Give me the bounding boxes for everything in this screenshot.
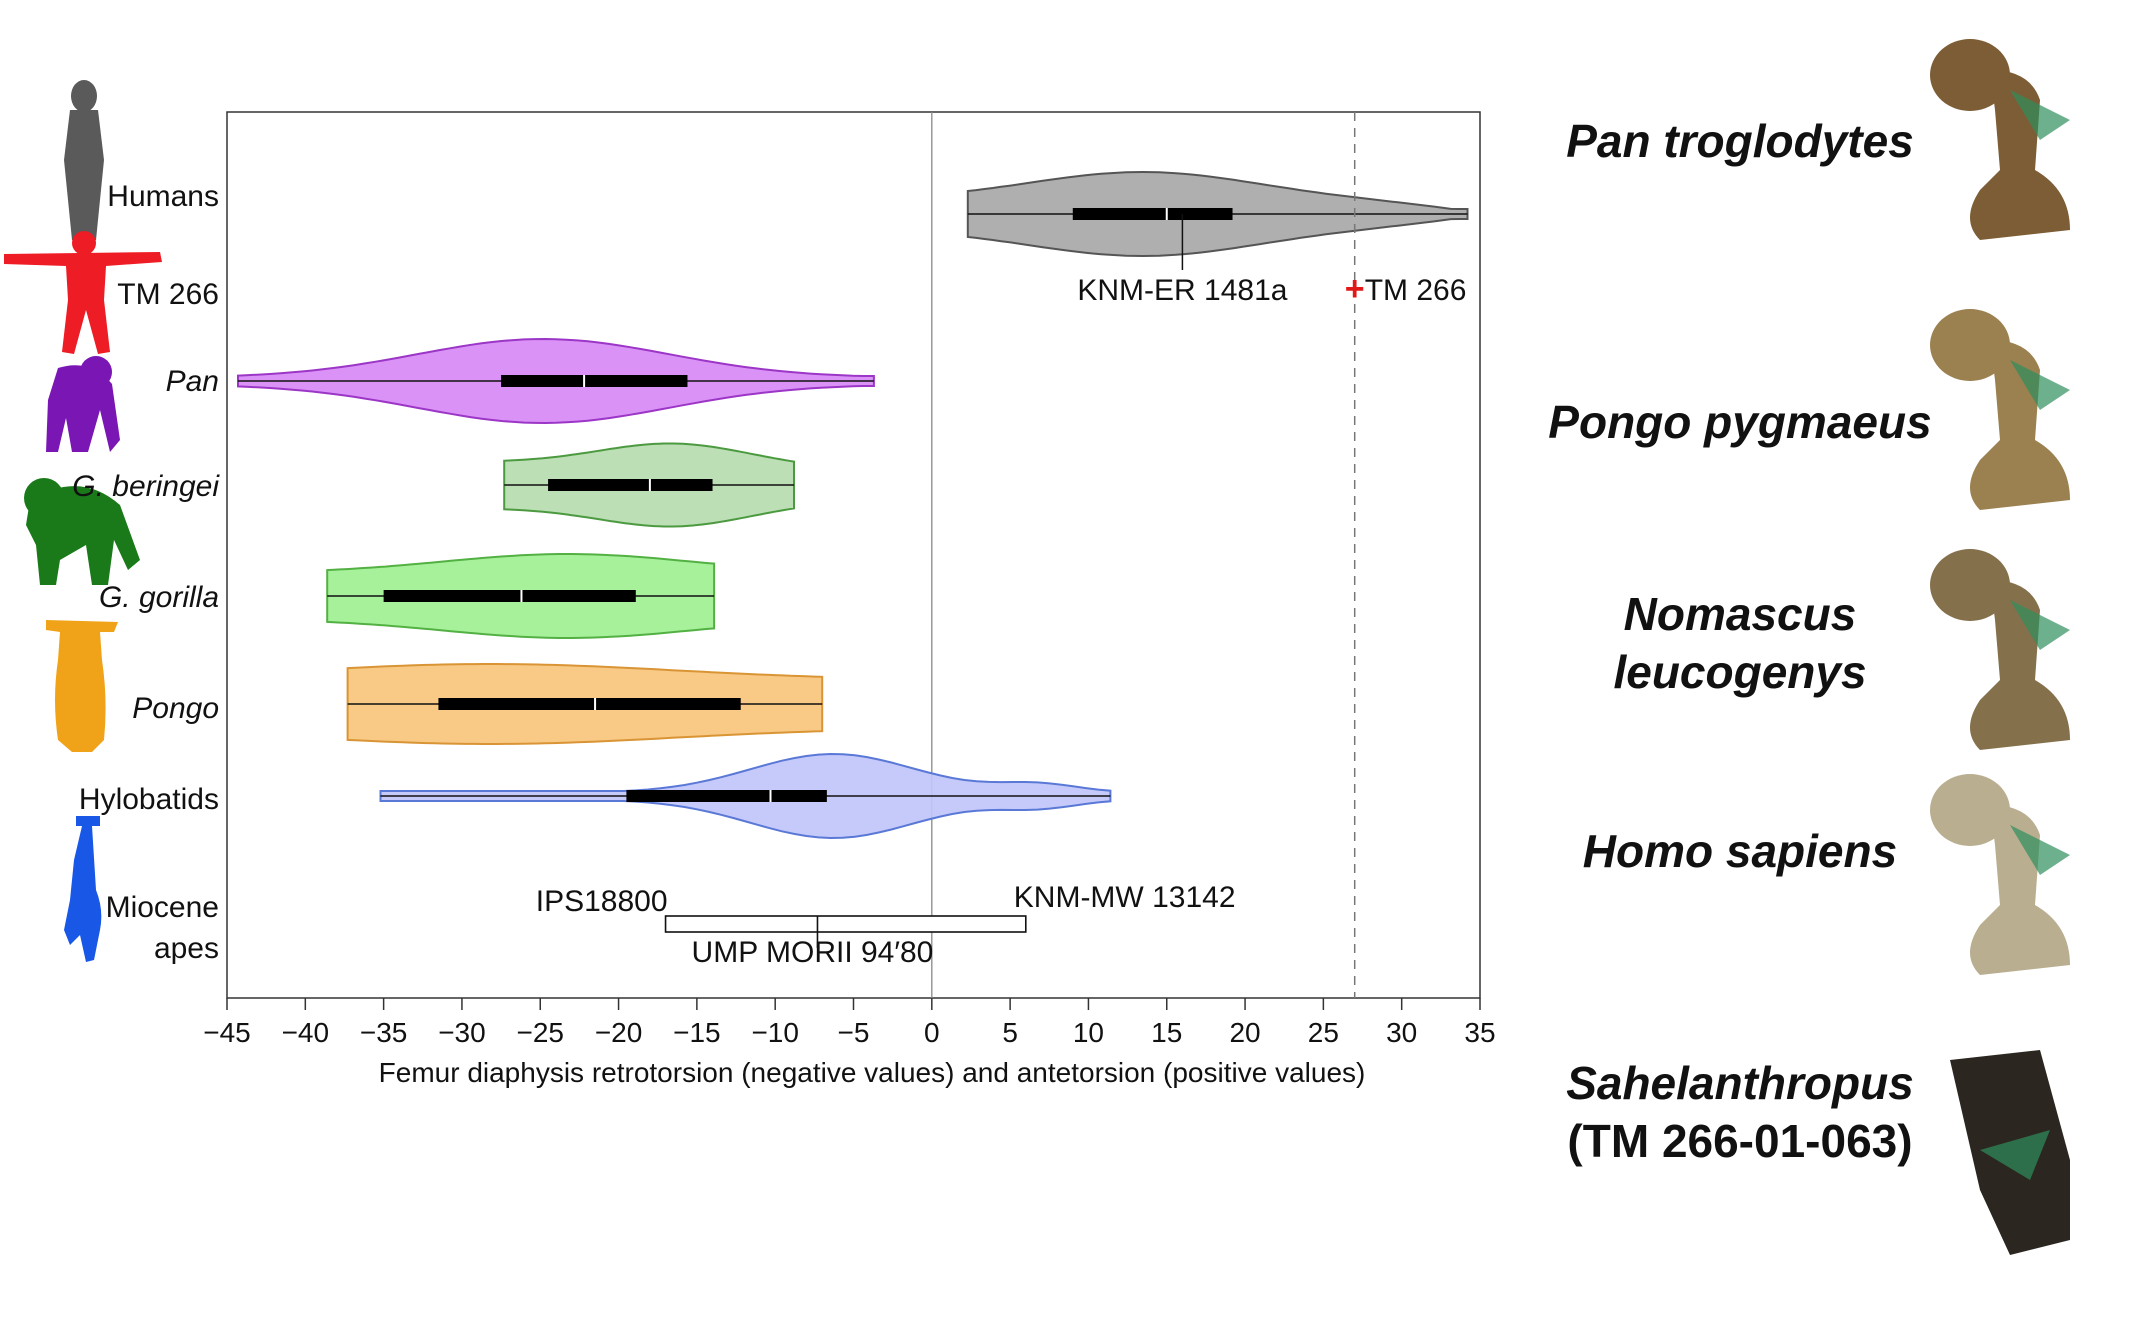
species-label-line: leucogenys [1613,646,1867,698]
row-label: Pan [166,365,219,398]
species-label-line: Pongo pygmaeus [1548,396,1932,448]
femoral-head [1930,309,2010,381]
row-label: Miocene [106,891,219,924]
row-label: Humans [107,180,219,213]
femur-shaft [1970,580,2070,750]
femoral-head [1930,39,2010,111]
x-tick-label: −5 [838,1017,870,1048]
species-label: Pan troglodytes [1480,112,2000,170]
x-tick-label: −45 [203,1017,251,1048]
knm-mw-label: KNM-MW 13142 [1014,881,1236,914]
iqr-box [383,590,636,602]
x-tick-label: −15 [673,1017,721,1048]
violin-pan [237,337,875,425]
x-tick-label: 5 [1002,1017,1018,1048]
x-tick-label: 25 [1308,1017,1339,1048]
hylobatid-silhouette-icon [64,816,102,962]
silhouette-column [4,80,162,962]
iqr-box [1072,208,1233,220]
measurement-plane [2010,360,2070,410]
femur-bone-image [1930,774,2070,975]
row-label: Hylobatids [79,783,219,816]
femoral-head [1930,549,2010,621]
tm266-point-label: TM 266 [1365,274,1467,307]
iqr-box [626,790,827,802]
femur-shaft [1970,70,2070,240]
species-label: Homo sapiens [1480,822,2000,880]
pan-silhouette-icon [46,356,120,452]
species-label-line: Nomascus [1623,588,1857,640]
femur-bone-image [1930,309,2070,510]
x-tick-label: 15 [1151,1017,1182,1048]
row-label: apes [154,932,219,965]
row-label: G. beringei [72,470,220,503]
row-label: G. gorilla [99,581,219,614]
violin-hylobatids [379,752,1112,840]
species-label-line: (TM 266-01-063) [1567,1115,1913,1167]
x-axis: −45 −40 −35 −30 −25 −20 −15 −10 −5 0 5 10 15 20 25 30 35… [203,998,1496,1088]
x-tick-label: 35 [1464,1017,1495,1048]
tm266-marker: + [1345,270,1365,308]
annotations-layer: KNM-ER 1481a + TM 266 IPS18800 KNM-MW 13142 U… [536,112,1467,998]
x-tick-label: −30 [438,1017,486,1048]
iqr-box [501,375,688,387]
measurement-plane [2010,600,2070,650]
x-tick-label: −25 [517,1017,565,1048]
femur-shaft [1970,805,2070,975]
femoral-head [1930,774,2010,846]
x-tick-label: 20 [1229,1017,1260,1048]
femur-bone-image [1930,549,2070,750]
ump-morii-label: UMP MORII 94′80 [692,936,934,969]
plot-frame [226,111,1481,999]
x-tick-label: −40 [282,1017,330,1048]
violin-g-gorilla [326,553,716,639]
measurement-plane [1980,1130,2050,1180]
miocene-range-bar [664,915,1027,933]
violin-humans [966,170,1469,258]
x-tick-label: 0 [924,1017,940,1048]
tm266-silhouette-icon [4,231,162,354]
x-tick-label: −10 [751,1017,799,1048]
row-labels: Humans TM 266 Pan G. beringei G. gorilla Pong… [72,180,220,965]
species-label-line: Homo sapiens [1582,825,1898,877]
measurement-plane [2010,90,2070,140]
row-label: TM 266 [117,278,219,311]
ips18800-label: IPS18800 [536,885,668,918]
violins-layer [237,170,1469,840]
measurement-plane [2010,825,2070,875]
species-label: Pongo pygmaeus [1480,393,2000,451]
knm-er-label: KNM-ER 1481a [1077,274,1287,307]
species-label: Nomascus leucogenys [1480,585,2000,701]
x-tick-label: 30 [1386,1017,1417,1048]
violin-g-beringei [503,442,795,528]
species-label-line: Sahelanthropus [1566,1057,1914,1109]
plot-border [226,111,1481,999]
x-tick-label: −20 [595,1017,643,1048]
femur-shaft [1970,340,2070,510]
femur-bone-image [1950,1050,2070,1255]
iqr-box [438,698,741,710]
human-silhouette-icon [64,80,104,242]
row-label: Pongo [132,692,219,725]
iqr-box [548,479,713,491]
x-tick-label: 10 [1073,1017,1104,1048]
gorilla-silhouette-icon [24,478,140,585]
femur-bone-image [1930,39,2070,240]
x-axis-title: Femur diaphysis retrotorsion (negative v… [379,1057,1366,1088]
species-label-line: Pan troglodytes [1566,115,1914,167]
x-tick-label: −35 [360,1017,408,1048]
violin-pongo [346,663,824,745]
species-label: Sahelanthropus (TM 266-01-063) [1480,1054,2000,1170]
pongo-silhouette-icon [46,620,118,752]
